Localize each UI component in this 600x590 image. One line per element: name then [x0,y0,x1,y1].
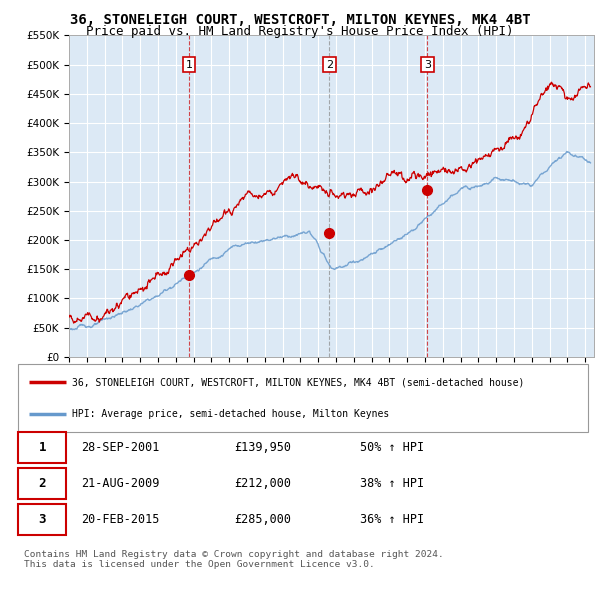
Text: 3: 3 [424,60,431,70]
FancyBboxPatch shape [18,432,67,463]
FancyBboxPatch shape [18,504,67,535]
Text: 36, STONELEIGH COURT, WESTCROFT, MILTON KEYNES, MK4 4BT: 36, STONELEIGH COURT, WESTCROFT, MILTON … [70,13,530,27]
Text: 50% ↑ HPI: 50% ↑ HPI [360,441,424,454]
Text: 21-AUG-2009: 21-AUG-2009 [80,477,159,490]
Text: Price paid vs. HM Land Registry's House Price Index (HPI): Price paid vs. HM Land Registry's House … [86,25,514,38]
Text: 2: 2 [326,60,333,70]
FancyBboxPatch shape [18,364,588,432]
Text: 2: 2 [38,477,46,490]
Text: HPI: Average price, semi-detached house, Milton Keynes: HPI: Average price, semi-detached house,… [72,408,389,418]
Text: 1: 1 [185,60,193,70]
Text: £139,950: £139,950 [235,441,292,454]
Text: £285,000: £285,000 [235,513,292,526]
Text: Contains HM Land Registry data © Crown copyright and database right 2024.
This d: Contains HM Land Registry data © Crown c… [24,550,444,569]
Text: 28-SEP-2001: 28-SEP-2001 [80,441,159,454]
Text: 38% ↑ HPI: 38% ↑ HPI [360,477,424,490]
FancyBboxPatch shape [18,468,67,499]
Text: 1: 1 [38,441,46,454]
Text: 3: 3 [38,513,46,526]
Text: 20-FEB-2015: 20-FEB-2015 [80,513,159,526]
Text: 36, STONELEIGH COURT, WESTCROFT, MILTON KEYNES, MK4 4BT (semi-detached house): 36, STONELEIGH COURT, WESTCROFT, MILTON … [72,378,524,388]
Text: 36% ↑ HPI: 36% ↑ HPI [360,513,424,526]
Text: £212,000: £212,000 [235,477,292,490]
